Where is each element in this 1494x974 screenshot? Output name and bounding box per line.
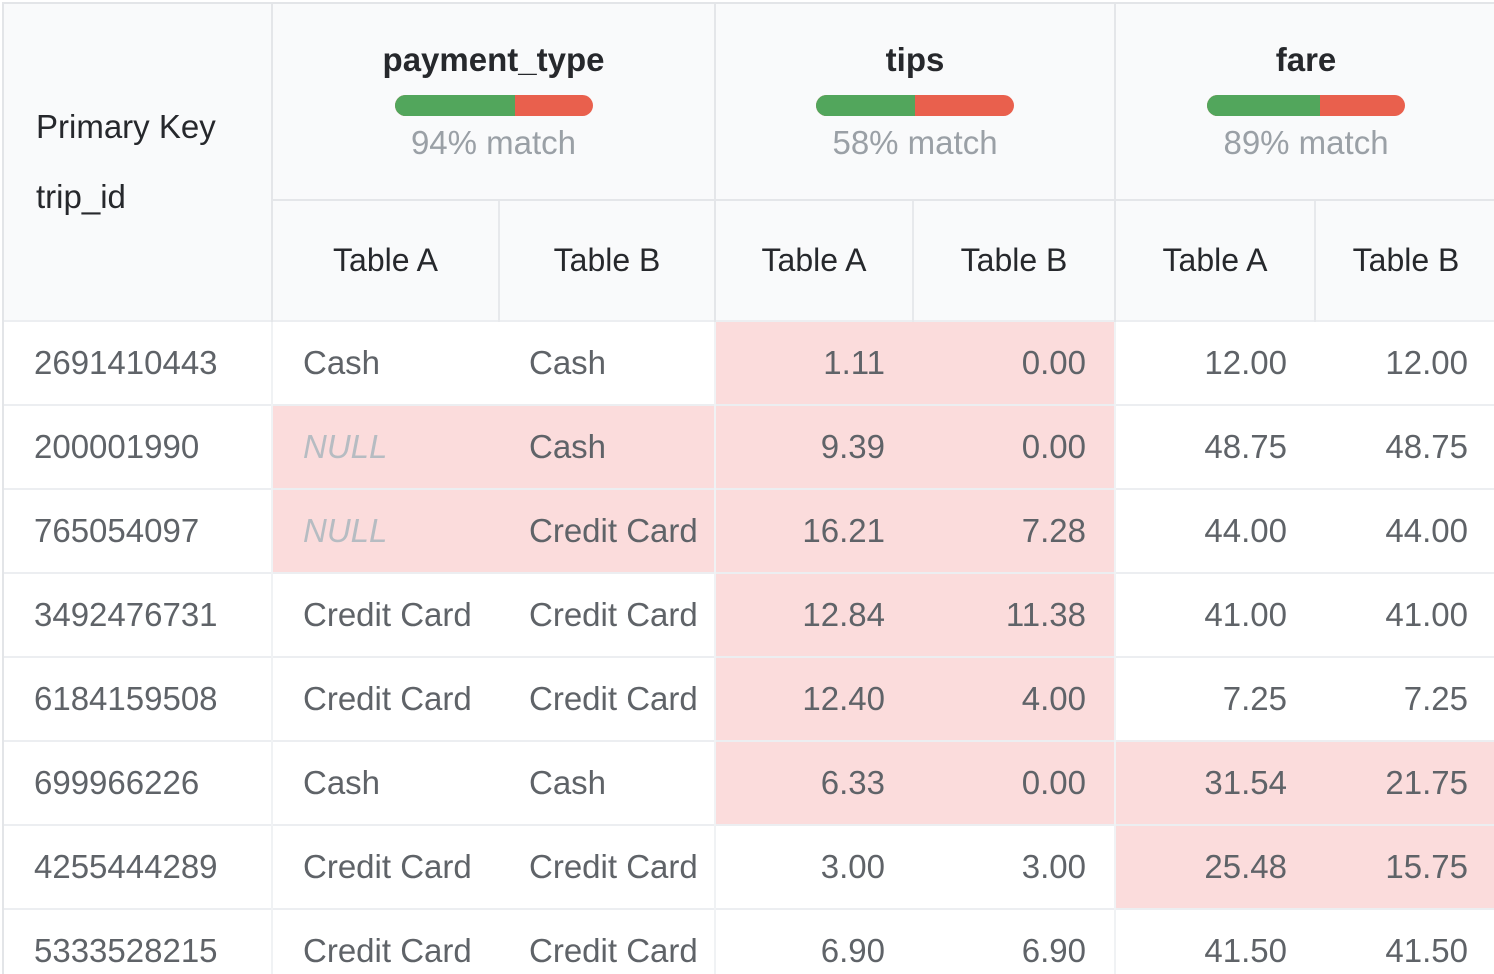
cell-tips-table-b: 7.28 (913, 488, 1116, 573)
match-percent-label: 89% match (1223, 124, 1389, 161)
primary-key-cell: 765054097 (4, 488, 272, 573)
cell-fare-table-a: 12.00 (1114, 320, 1316, 405)
cell-tips-table-a: 9.39 (714, 404, 914, 489)
table-row: 3492476731 Credit Card Credit Card 12.84 11.… (4, 572, 1494, 657)
cell-tips-table-b: 4.00 (913, 656, 1116, 741)
cell-tips-table-b: 0.00 (913, 740, 1116, 825)
cell-tips-table-b: 0.00 (913, 404, 1116, 489)
subcol-fare-table-a: Table A (1114, 199, 1316, 321)
cell-fare-table-b: 21.75 (1315, 740, 1494, 825)
cell-payment_type-table-b: Cash (499, 320, 716, 405)
cell-fare-table-b: 41.00 (1315, 572, 1494, 657)
table-row: 2691410443 Cash Cash 1.11 0.00 12.00 12.00 (4, 320, 1494, 405)
table-row: 699966226 Cash Cash 6.33 0.00 31.54 21.75 (4, 740, 1494, 825)
cell-tips-table-b: 11.38 (913, 572, 1116, 657)
subcol-payment-type-table-b: Table B (497, 199, 716, 321)
cell-tips-table-a: 6.90 (714, 908, 914, 974)
match-bar (1207, 95, 1406, 116)
column-group-fare: fare 89% match (1114, 4, 1494, 200)
group-header-row: Primary Key trip_id payment_type 94% mat… (4, 4, 1494, 321)
primary-key-label: Primary Key (36, 108, 216, 145)
cell-tips-table-b: 0.00 (913, 320, 1116, 405)
match-bar (816, 95, 1015, 116)
cell-fare-table-b: 41.50 (1315, 908, 1494, 974)
table-header: Primary Key trip_id payment_type 94% mat… (4, 4, 1494, 321)
primary-key-cell: 4255444289 (4, 824, 272, 909)
cell-tips-table-a: 12.40 (714, 656, 914, 741)
cell-payment_type-table-a: Cash (271, 740, 499, 825)
sub-header-row: Table A Table B Table A Table B Table A … (4, 199, 1494, 321)
cell-payment_type-table-a: Credit Card (271, 656, 499, 741)
cell-payment_type-table-a: NULL (271, 404, 499, 489)
cell-fare-table-a: 41.00 (1114, 572, 1316, 657)
primary-key-cell: 6184159508 (4, 656, 272, 741)
cell-fare-table-a: 25.48 (1114, 824, 1316, 909)
cell-fare-table-a: 31.54 (1114, 740, 1316, 825)
match-percent-label: 58% match (832, 124, 998, 161)
column-group-payment-type: payment_type 94% match (270, 4, 716, 200)
cell-payment_type-table-b: Credit Card (499, 908, 716, 974)
cell-tips-table-b: 3.00 (913, 824, 1116, 909)
subcol-tips-table-a: Table A (714, 199, 914, 321)
cell-fare-table-a: 7.25 (1114, 656, 1316, 741)
table-row: 5333528215 Credit Card Credit Card 6.90 6.90… (4, 908, 1494, 974)
cell-fare-table-a: 48.75 (1114, 404, 1316, 489)
table-row: 4255444289 Credit Card Credit Card 3.00 3.00… (4, 824, 1494, 909)
cell-payment_type-table-a: Credit Card (271, 824, 499, 909)
cell-payment_type-table-a: NULL (271, 488, 499, 573)
cell-payment_type-table-b: Credit Card (499, 824, 716, 909)
table-row: 6184159508 Credit Card Credit Card 12.40 4.0… (4, 656, 1494, 741)
match-percent-label: 94% match (410, 124, 577, 161)
cell-payment_type-table-a: Cash (271, 320, 499, 405)
table-row: 765054097 NULL Credit Card 16.21 7.28 44.00 44… (4, 488, 1494, 573)
cell-tips-table-a: 3.00 (714, 824, 914, 909)
cell-payment_type-table-b: Credit Card (499, 488, 716, 573)
subcol-fare-table-b: Table B (1314, 199, 1494, 321)
cell-fare-table-b: 48.75 (1315, 404, 1494, 489)
primary-key-cell: 200001990 (4, 404, 272, 489)
match-bar (394, 95, 593, 116)
diff-comparison-table: Primary Key trip_id payment_type 94% mat… (4, 4, 1494, 974)
cell-fare-table-a: 44.00 (1114, 488, 1316, 573)
cell-tips-table-a: 1.11 (714, 320, 914, 405)
primary-key-field: trip_id (36, 178, 126, 215)
primary-key-cell: 2691410443 (4, 320, 272, 405)
cell-payment_type-table-b: Cash (499, 404, 716, 489)
match-bar-green-segment (816, 95, 916, 116)
primary-key-header: Primary Key trip_id (4, 4, 272, 321)
primary-key-cell: 699966226 (4, 740, 272, 825)
match-bar-green-segment (394, 95, 516, 116)
cell-payment_type-table-b: Cash (499, 740, 716, 825)
cell-fare-table-a: 41.50 (1114, 908, 1316, 974)
column-title-fare: fare (1275, 41, 1337, 78)
subcol-payment-type-table-a: Table A (271, 199, 499, 321)
cell-fare-table-b: 7.25 (1315, 656, 1494, 741)
column-title-tips: tips (885, 41, 945, 78)
cell-payment_type-table-b: Credit Card (499, 656, 716, 741)
cell-tips-table-a: 16.21 (714, 488, 914, 573)
match-bar-green-segment (1207, 95, 1320, 116)
cell-fare-table-b: 44.00 (1315, 488, 1494, 573)
cell-fare-table-b: 15.75 (1315, 824, 1494, 909)
cell-payment_type-table-a: Credit Card (271, 908, 499, 974)
cell-payment_type-table-a: Credit Card (271, 572, 499, 657)
subcol-tips-table-b: Table B (912, 199, 1116, 321)
cell-fare-table-b: 12.00 (1315, 320, 1494, 405)
cell-tips-table-b: 6.90 (913, 908, 1116, 974)
cell-payment_type-table-b: Credit Card (499, 572, 716, 657)
column-title-payment-type: payment_type (382, 41, 605, 78)
primary-key-cell: 3492476731 (4, 572, 272, 657)
cell-tips-table-a: 12.84 (714, 572, 914, 657)
table-body: 2691410443 Cash Cash 1.11 0.00 12.00 12.00 2000… (4, 320, 1494, 974)
primary-key-cell: 5333528215 (4, 908, 272, 974)
cell-tips-table-a: 6.33 (714, 740, 914, 825)
table-row: 200001990 NULL Cash 9.39 0.00 48.75 48.75 (4, 404, 1494, 489)
column-group-tips: tips 58% match (714, 4, 1116, 200)
